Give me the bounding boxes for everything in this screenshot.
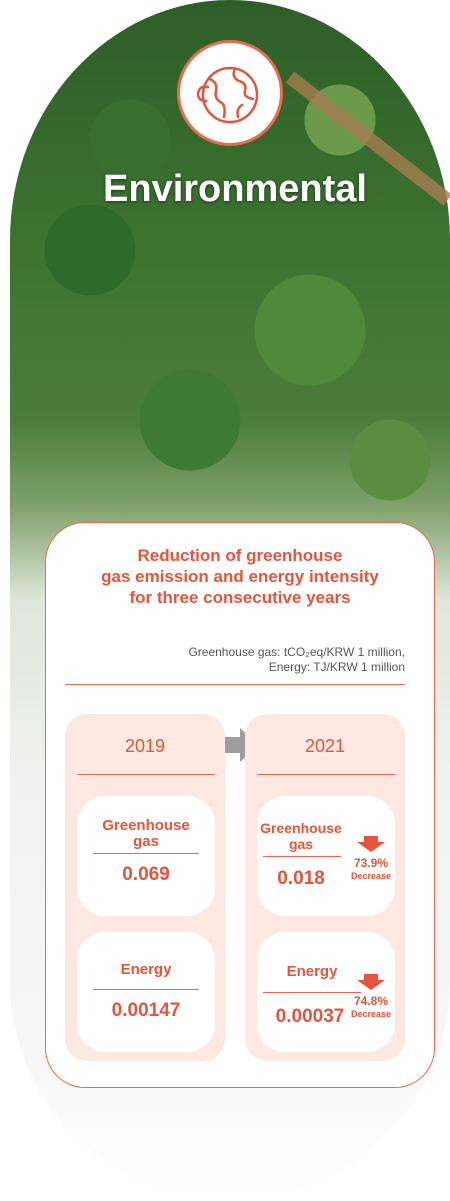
units: Greenhouse gas: tCO₂eq/KRW 1 million, En…: [60, 645, 405, 675]
item-box: Greenhouse gas 0.018 73.9% Decrease: [257, 796, 395, 916]
globe-icon: [177, 40, 283, 146]
change-label: Decrease: [350, 871, 392, 881]
item-box: Energy 0.00147: [77, 932, 215, 1052]
divider: [65, 684, 405, 685]
item-value: 0.00147: [111, 1000, 181, 1021]
item-label: Greenhouse gas: [257, 820, 345, 852]
label-line: Greenhouse: [260, 820, 342, 836]
year: 2021: [304, 736, 346, 756]
change-label: Decrease: [350, 1009, 392, 1019]
year: 2019: [124, 736, 166, 756]
column: 2019 Greenhouse gas 0.069 Energy 0.00147: [65, 714, 225, 1061]
page-title: Environmental: [103, 168, 367, 210]
item-value: 0.00037: [275, 1006, 345, 1027]
card-title-line: for three consecutive years: [129, 588, 351, 607]
change: 73.9%: [353, 856, 389, 870]
divider: [257, 774, 395, 775]
divider: [263, 856, 341, 857]
card-title-line: Reduction of greenhouse: [137, 546, 343, 565]
column: 2021 Greenhouse gas 0.018 73.9% Decrease…: [245, 714, 405, 1061]
label-line: gas: [133, 833, 159, 850]
globe-svg: [196, 66, 259, 124]
item-label: Greenhouse gas: [77, 818, 215, 850]
unit-line: Energy: TJ/KRW 1 million: [268, 660, 405, 674]
divider: [77, 774, 215, 775]
item-value: 0.018: [277, 868, 325, 889]
item-label: Energy: [257, 964, 367, 980]
down-arrow: [357, 836, 385, 852]
change: 74.8%: [353, 994, 389, 1008]
card-title: Reduction of greenhouse gas emission and…: [45, 545, 435, 608]
item-box: Greenhouse gas 0.069: [77, 796, 215, 916]
label-line: gas: [288, 836, 314, 852]
item-value: 0.069: [122, 864, 170, 885]
card-title-line: gas emission and energy intensity: [101, 567, 379, 586]
unit-line: Greenhouse gas: tCO₂eq/KRW 1 million,: [188, 645, 405, 659]
divider: [93, 853, 199, 854]
label-line: Greenhouse: [102, 817, 190, 834]
divider: [93, 989, 199, 990]
label-line: Energy: [120, 961, 172, 978]
label-line: Energy: [286, 963, 338, 980]
item-label: Energy: [77, 962, 215, 978]
divider: [263, 992, 361, 993]
item-box: Energy 0.00037 74.8% Decrease: [257, 932, 395, 1052]
down-arrow: [357, 974, 385, 990]
